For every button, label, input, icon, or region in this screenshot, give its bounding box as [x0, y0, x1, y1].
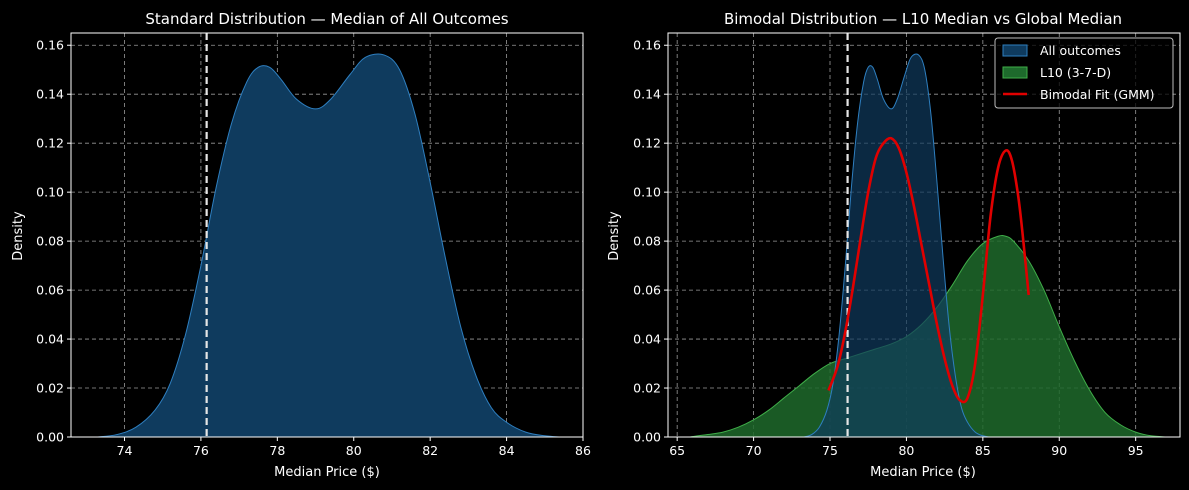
right-x-axis-label: Median Price ($)	[870, 465, 976, 480]
y-tick-label: 0.16	[633, 38, 661, 53]
all-outcomes-density-area	[97, 54, 561, 438]
y-tick-label: 0.16	[36, 38, 64, 53]
right-gmm-series	[827, 136, 1030, 404]
left-x-axis-label: Median Price ($)	[274, 465, 380, 480]
left-x-ticks: 74 76 78 80 82 84 86	[117, 437, 591, 458]
all-outcomes-density-outline	[97, 53, 561, 438]
x-tick-label: 70	[746, 443, 762, 458]
left-chart-title: Standard Distribution — Median of All Ou…	[145, 10, 508, 28]
left-series	[97, 53, 561, 438]
axes-frame	[667, 32, 1181, 438]
y-tick-label: 0.06	[36, 283, 64, 298]
y-tick-label: 0.00	[36, 430, 64, 445]
legend-box	[994, 37, 1174, 109]
axes-frame	[70, 32, 584, 438]
legend-label-l10: L10 (3-7-D)	[1040, 65, 1111, 80]
y-tick-label: 0.00	[633, 430, 661, 445]
y-tick-label: 0.14	[36, 87, 64, 102]
right-chart: 65 70 75 80 85 90 95 0.000.020.040.060.080.100…	[607, 10, 1181, 480]
legend-label-gmm: Bimodal Fit (GMM)	[1040, 87, 1155, 102]
x-tick-label: 76	[193, 443, 209, 458]
right-series	[689, 53, 1167, 438]
right-axes-frame	[667, 32, 1181, 438]
x-tick-label: 75	[822, 443, 838, 458]
legend-swatch-l10	[1002, 66, 1028, 79]
y-tick-label: 0.04	[633, 332, 661, 347]
x-tick-label: 74	[117, 443, 133, 458]
gmm-fit-line	[827, 136, 1030, 404]
all-outcomes-density-area	[804, 54, 989, 438]
y-tick-label: 0.06	[633, 283, 661, 298]
right-x-ticks: 65 70 75 80 85 90 95	[669, 437, 1144, 458]
x-tick-label: 78	[269, 443, 285, 458]
x-tick-label: 95	[1128, 443, 1144, 458]
x-tick-label: 84	[499, 443, 515, 458]
y-tick-label: 0.12	[36, 136, 64, 151]
left-y-ticks: 0.00 0.02 0.04 0.06 0.08 0.10 0.12 0.14 0.16	[36, 38, 71, 445]
left-y-axis-label: Density	[11, 211, 26, 261]
y-tick-label: 0.02	[36, 381, 64, 396]
y-tick-label: 0.10	[633, 185, 661, 200]
y-tick-label: 0.02	[633, 381, 661, 396]
legend: All outcomes L10 (3-7-D) Bimodal Fit (GM…	[994, 37, 1174, 109]
right-y-ticks: 0.00 0.02 0.04 0.06 0.08 0.10 0.12 0.14 0.16	[633, 38, 668, 445]
legend-label-all-outcomes: All outcomes	[1040, 43, 1121, 58]
x-tick-label: 90	[1051, 443, 1067, 458]
y-tick-label: 0.08	[36, 234, 64, 249]
left-axes-frame	[70, 32, 584, 438]
x-tick-label: 65	[669, 443, 685, 458]
legend-swatch-all-outcomes	[1002, 44, 1028, 57]
y-tick-label: 0.04	[36, 332, 64, 347]
right-y-axis-label: Density	[607, 211, 622, 261]
y-tick-label: 0.10	[36, 185, 64, 200]
y-tick-label: 0.12	[633, 136, 661, 151]
right-chart-title: Bimodal Distribution — L10 Median vs Glo…	[724, 10, 1122, 28]
y-tick-label: 0.08	[633, 234, 661, 249]
x-tick-label: 80	[346, 443, 362, 458]
all-outcomes-density-outline	[803, 53, 990, 438]
x-tick-label: 80	[898, 443, 914, 458]
y-tick-label: 0.14	[633, 87, 661, 102]
x-tick-label: 85	[975, 443, 991, 458]
x-tick-label: 82	[422, 443, 438, 458]
x-tick-label: 86	[575, 443, 591, 458]
left-chart: 74 76 78 80 82 84 86 0.000.020.040.060.080.100…	[11, 10, 591, 480]
